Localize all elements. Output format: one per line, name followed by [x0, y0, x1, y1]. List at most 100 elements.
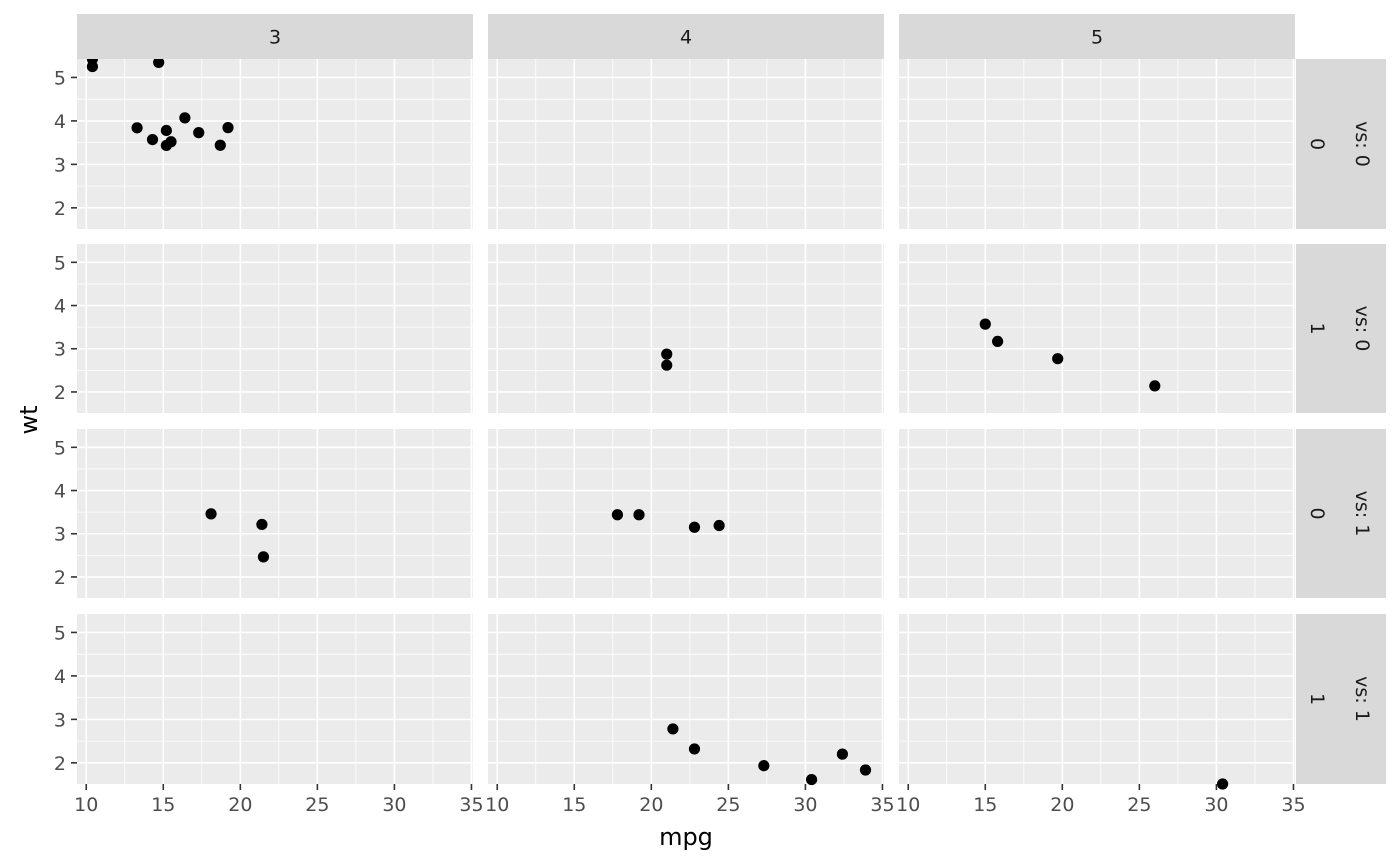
x-tick-label: 35: [870, 794, 894, 816]
panel-background: [77, 429, 473, 598]
panel-background: [77, 244, 473, 413]
panel-r1-c1: [488, 244, 884, 413]
data-point: [1216, 778, 1229, 790]
column-strip-label: 3: [269, 27, 281, 49]
strip-background: [899, 14, 1295, 59]
y-tick-label: 2: [54, 753, 66, 775]
x-tick-label: 20: [639, 794, 663, 816]
panel-background: [899, 429, 1295, 598]
x-tick-label: 10: [74, 794, 98, 816]
y-tick-label: 4: [54, 666, 66, 688]
strip-background-outer: [1340, 244, 1386, 413]
strip-background-inner: [1296, 59, 1340, 229]
data-point: [205, 508, 217, 520]
panels-layer: [77, 53, 1295, 790]
column-strip-label: 5: [1091, 27, 1103, 49]
panel-background: [899, 614, 1295, 784]
column-strip-5: 5: [899, 14, 1295, 59]
y-tick-label: 4: [54, 481, 66, 503]
data-point: [222, 122, 234, 134]
data-point: [257, 551, 270, 563]
x-axis-title: mpg: [659, 823, 713, 851]
panel-background: [488, 429, 884, 598]
panel-r0-c1: [488, 59, 884, 229]
panel-r0-c0: [77, 53, 473, 229]
row-strip-0: 0 vs: 0: [1296, 59, 1386, 229]
data-point: [86, 60, 99, 73]
data-point: [131, 122, 143, 134]
strips-layer: 3 4 5 0 vs: 0 1 vs: 0 0 vs: 1 1 vs: 1: [77, 14, 1386, 784]
y-tick-label: 2: [54, 382, 66, 404]
y-tick-label: 5: [54, 622, 66, 644]
row-strip-1: 1 vs: 0: [1296, 244, 1386, 413]
data-point: [179, 112, 191, 124]
x-tick-label: 25: [716, 794, 740, 816]
x-tick-label: 15: [151, 794, 175, 816]
data-point: [153, 56, 165, 69]
data-point: [633, 509, 645, 521]
x-tick-label: 10: [485, 794, 509, 816]
data-point: [193, 127, 205, 139]
panel-background: [488, 614, 884, 784]
x-tick-label: 10: [896, 794, 920, 816]
y-tick-label: 3: [54, 154, 66, 176]
column-strip-label: 4: [680, 27, 692, 49]
panel-r3-c2: [899, 614, 1295, 790]
y-tick-label: 3: [54, 524, 66, 546]
row-strip-inner-label: 1: [1306, 322, 1328, 334]
data-point: [165, 136, 177, 148]
panel-background: [488, 244, 884, 413]
panel-background: [488, 59, 884, 229]
y-tick-label: 3: [54, 709, 66, 731]
panel-r3-c1: [488, 614, 884, 786]
strip-background: [77, 14, 473, 59]
y-tick-label: 4: [54, 111, 66, 133]
data-point: [836, 748, 848, 760]
strip-background-inner: [1296, 429, 1340, 598]
y-tick-label: 2: [54, 198, 66, 220]
x-tick-label: 30: [1204, 794, 1228, 816]
x-tick-label: 35: [459, 794, 483, 816]
strip-background-outer: [1340, 429, 1386, 598]
x-tick-label: 30: [793, 794, 817, 816]
y-tick-label: 3: [54, 339, 66, 361]
data-point: [661, 348, 673, 360]
panel-background: [77, 614, 473, 784]
data-point: [214, 139, 226, 151]
panel-r2-c1: [488, 429, 884, 598]
data-point: [758, 760, 770, 772]
data-point: [146, 133, 159, 146]
data-point: [805, 773, 818, 786]
y-tick-label: 5: [54, 437, 66, 459]
x-tick-label: 15: [562, 794, 586, 816]
y-tick-label: 5: [54, 67, 66, 89]
data-point: [979, 318, 991, 330]
panel-r2-c0: [77, 429, 473, 598]
data-point: [992, 335, 1004, 347]
strip-background-inner: [1296, 614, 1340, 784]
data-point: [611, 509, 624, 521]
panel-r1-c2: [899, 244, 1295, 413]
x-tick-label: 15: [973, 794, 997, 816]
row-strip-3: 1 vs: 1: [1296, 614, 1386, 784]
data-point: [1052, 353, 1064, 365]
panel-r0-c2: [899, 59, 1295, 229]
row-strip-inner-label: 0: [1306, 507, 1328, 519]
panel-r3-c0: [77, 614, 473, 784]
row-strip-outer-label: vs: 1: [1351, 491, 1373, 537]
x-tick-label: 25: [305, 794, 329, 816]
row-strip-outer-label: vs: 0: [1351, 306, 1373, 352]
x-tick-label: 20: [228, 794, 252, 816]
strip-background-outer: [1340, 59, 1386, 229]
panel-background: [77, 59, 473, 229]
strip-background: [488, 14, 884, 59]
panel-r2-c2: [899, 429, 1295, 598]
row-strip-inner-label: 1: [1306, 693, 1328, 705]
panel-r1-c0: [77, 244, 473, 413]
data-point: [1149, 380, 1161, 392]
data-point: [160, 124, 172, 137]
data-point: [667, 723, 679, 735]
column-strip-3: 3: [77, 14, 473, 59]
x-tick-label: 20: [1050, 794, 1074, 816]
